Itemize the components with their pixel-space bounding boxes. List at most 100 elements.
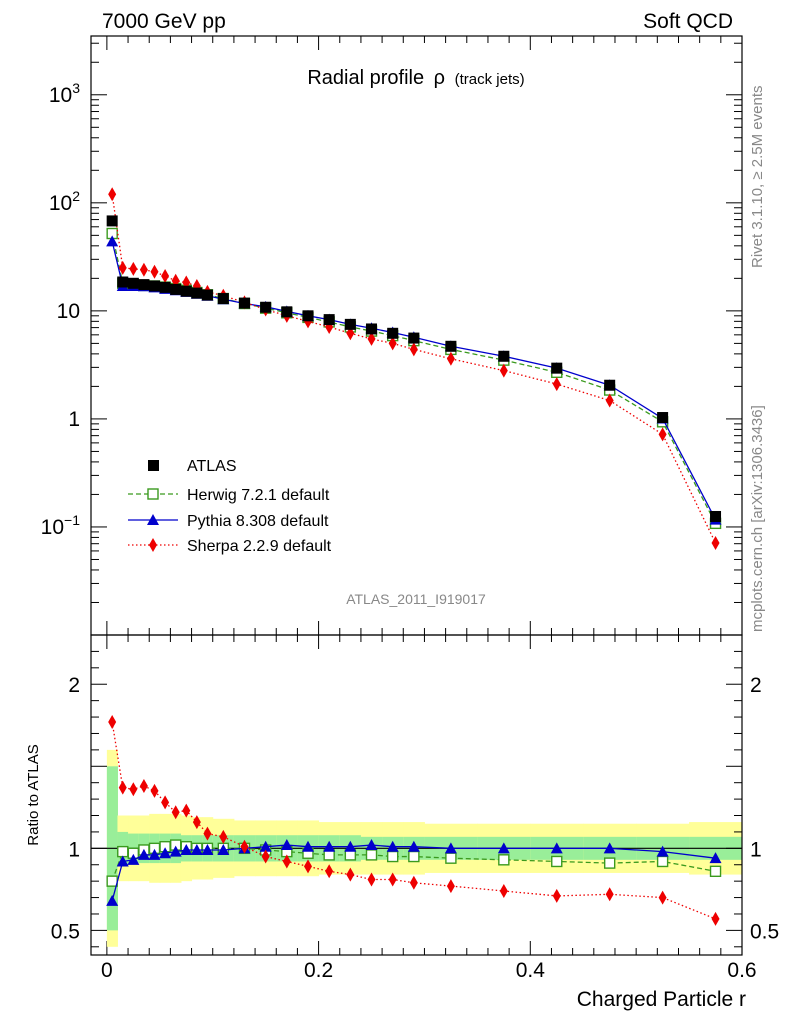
- ratio-2-point: [150, 783, 159, 798]
- legend-item-sherpa: Sherpa 2.2.9 default: [128, 538, 332, 555]
- ratio-y-tick-label-right: 0.5: [750, 920, 779, 943]
- ratio-2-point: [240, 839, 249, 854]
- ratio-0-point: [445, 852, 457, 864]
- ratio-1-point: [148, 848, 161, 860]
- series-3-point: [711, 536, 720, 551]
- legend-pythia-marker: [147, 514, 159, 525]
- ratio-2-point: [552, 888, 561, 903]
- ratio-1-point: [127, 853, 140, 865]
- ratio-2-point: [658, 890, 667, 905]
- legend-item-pythia: Pythia 8.308 default: [128, 513, 329, 530]
- series-2-point: [106, 235, 119, 247]
- ratio-1-point: [323, 840, 336, 852]
- legend: ATLAS Herwig 7.2.1 default Pythia 8.308 …: [128, 458, 332, 555]
- legend-herwig-label: Herwig 7.2.1 default: [187, 487, 330, 504]
- header-left: 7000 GeV pp: [102, 10, 226, 33]
- ratio-2-point: [711, 911, 720, 926]
- ratio-1-point: [302, 840, 314, 852]
- ratio-1-point: [709, 852, 722, 864]
- series-0-point: [138, 279, 150, 291]
- series-3-point: [108, 187, 117, 202]
- y-tick-label: 1: [68, 408, 80, 431]
- series-3-point: [161, 269, 170, 284]
- ratio-2-point: [261, 849, 270, 864]
- ratio-2-point: [304, 859, 312, 874]
- ratio-2-point: [139, 778, 148, 793]
- series-0-point: [149, 280, 161, 292]
- series-0-point: [445, 340, 457, 352]
- ratio-ticks: 0.5 0.5 1 1 2 2 0 0.2 0.4 0.6: [51, 650, 779, 982]
- series-0-point: [551, 362, 563, 374]
- x-tick-label: 0.4: [516, 959, 546, 982]
- ratio-2-point: [182, 803, 191, 818]
- series-0-point: [127, 277, 139, 289]
- main-panel: Radial profile ρ (track jets) ATLAS_2011…: [41, 35, 743, 955]
- ratio-y-tick-label-left: 1: [68, 838, 80, 861]
- ratio-1-point: [656, 845, 669, 857]
- series-3-point: [409, 342, 418, 357]
- series-0-point: [159, 281, 171, 293]
- header-right: Soft QCD: [643, 10, 733, 33]
- series-0-point: [387, 327, 399, 339]
- ratio-2-point: [605, 887, 614, 902]
- series-0-point: [498, 350, 510, 362]
- legend-herwig-marker: [147, 488, 159, 500]
- ratio-0-point: [709, 865, 722, 878]
- ratio-1-point: [386, 840, 399, 852]
- ratio-2-point: [118, 780, 127, 795]
- ratio-2-point: [129, 782, 138, 797]
- series-0-point: [323, 314, 335, 326]
- y-tick-label: 10: [57, 300, 80, 323]
- ratio-1-point: [550, 842, 563, 854]
- ratio-2-point: [446, 879, 455, 894]
- x-axis-label: Charged Particle r: [577, 988, 746, 1011]
- y-tick-label: 103: [49, 80, 80, 107]
- series-0-point: [106, 215, 118, 227]
- ratio-y-tick-label-left: 0.5: [51, 920, 80, 943]
- ratio-y-tick-label-left: 2: [68, 674, 80, 697]
- main-title-text: Radial profile: [307, 67, 424, 89]
- ratio-1-point: [365, 839, 378, 851]
- ratio-1-point: [116, 855, 129, 867]
- ratio-0-point: [603, 857, 616, 869]
- series-3-point: [367, 331, 376, 346]
- series-3-point: [658, 427, 667, 442]
- ratio-1-point: [217, 843, 230, 855]
- main-ticks: 10−1 1 10 102 103: [41, 36, 743, 955]
- ratio-2-point: [161, 795, 170, 810]
- legend-atlas-label: ATLAS: [187, 458, 237, 475]
- ratio-0-point: [551, 855, 563, 868]
- ratio-1-point: [137, 848, 150, 860]
- legend-item-atlas: ATLAS: [148, 458, 237, 475]
- series-0-point: [238, 297, 250, 309]
- series-0-point: [657, 412, 669, 424]
- ratio-0-point: [656, 855, 669, 868]
- ratio-1-point: [407, 840, 420, 852]
- series-3-point: [118, 260, 127, 275]
- series-0-point: [217, 293, 229, 305]
- ratio-frame: [90, 634, 743, 956]
- series-0-point: [408, 332, 420, 344]
- ratio-2-point: [367, 872, 376, 887]
- ratio-1-point: [344, 840, 357, 852]
- series-0-point: [170, 283, 182, 295]
- main-title-symbol: ρ: [434, 67, 445, 89]
- x-tick-label: 0.6: [727, 959, 756, 982]
- ratio-1-point: [180, 843, 193, 855]
- ratio-0-point: [386, 850, 399, 863]
- ratio-2-point: [346, 867, 355, 882]
- series-3-point: [499, 363, 508, 378]
- series-0-point: [180, 285, 192, 297]
- ratio-1-point: [201, 843, 214, 855]
- legend-item-herwig: Herwig 7.2.1 default: [128, 487, 330, 504]
- ratio-2-point: [499, 884, 508, 898]
- ratio-2-point: [388, 872, 397, 887]
- watermark: ATLAS_2011_I919017: [346, 591, 486, 607]
- series-3-point: [605, 393, 614, 408]
- series-3-point: [388, 336, 397, 351]
- mcplots-label: mcplots.cern.ch [arXiv:1306.3436]: [749, 405, 766, 632]
- legend-sherpa-marker: [149, 538, 157, 552]
- series-0-point: [117, 276, 129, 288]
- legend-pythia-label: Pythia 8.308 default: [187, 513, 329, 530]
